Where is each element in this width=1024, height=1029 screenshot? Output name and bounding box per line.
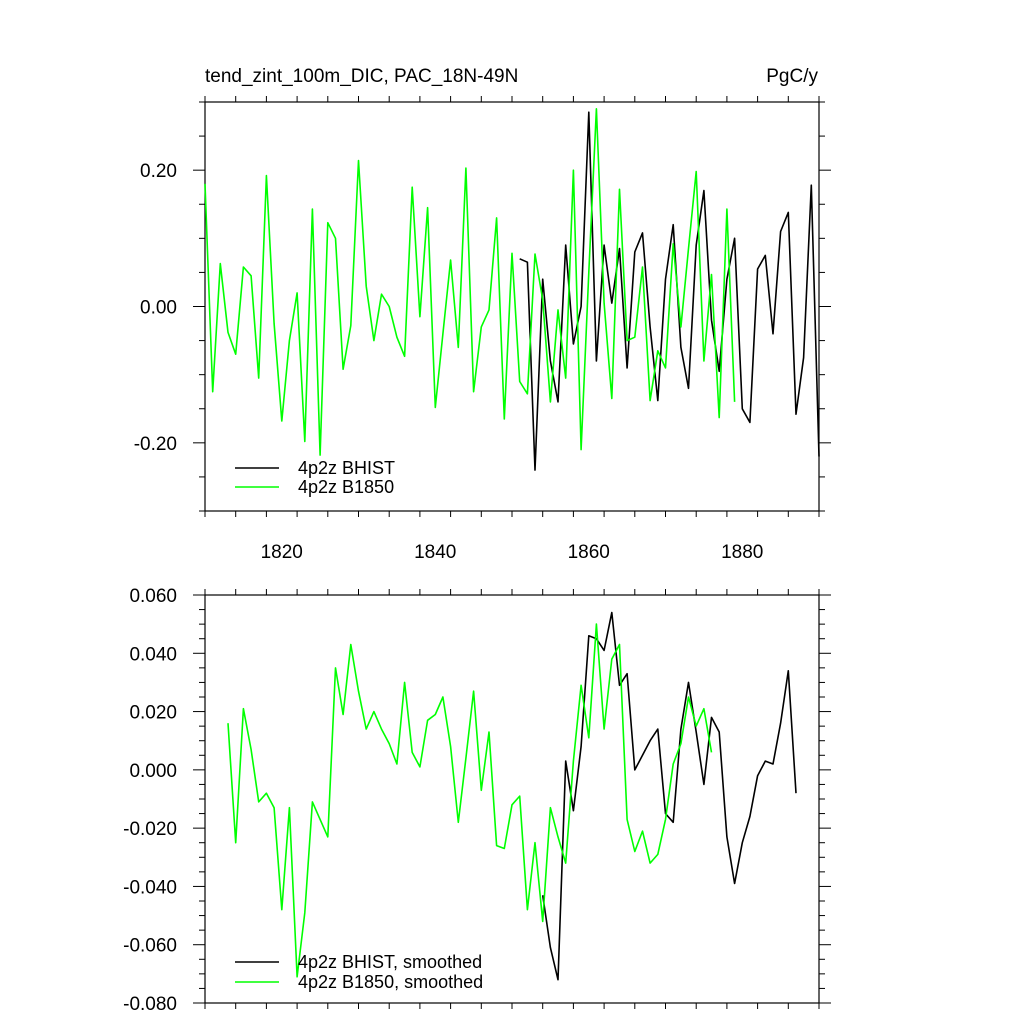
y-tick-label: -0.040 bbox=[123, 877, 177, 898]
series-line-0 bbox=[519, 111, 820, 471]
y-tick-label: 0.000 bbox=[129, 761, 177, 782]
x-tick-label: 1860 bbox=[568, 542, 610, 563]
bottom-panel: -0.080 -0.060 -0.040 -0.020 0.000 0.020 0.040 0… bbox=[123, 586, 831, 1015]
y-tick-label: 0.020 bbox=[129, 703, 177, 724]
top-panel: tend_zint_100m_DIC, PAC_18N-49N PgC/y -0… bbox=[134, 66, 831, 563]
y-tick-label: 0.060 bbox=[129, 586, 177, 607]
x-tick-label: 1880 bbox=[721, 542, 763, 563]
plot-frame bbox=[204, 594, 820, 1004]
x-tick-label: 1840 bbox=[414, 542, 456, 563]
series-line-0 bbox=[541, 611, 797, 981]
series-line-1 bbox=[227, 623, 713, 978]
y-tick-label: -0.060 bbox=[123, 936, 177, 957]
y-tick-label: 0.20 bbox=[140, 161, 177, 182]
series-line-1 bbox=[204, 108, 736, 456]
y-tick-label: -0.20 bbox=[134, 434, 177, 455]
y-tick-label: -0.080 bbox=[123, 994, 177, 1015]
legend-label: 4p2z B1850, smoothed bbox=[298, 972, 483, 992]
chart-title: tend_zint_100m_DIC, PAC_18N-49N bbox=[205, 66, 518, 87]
legend-label: 4p2z BHIST bbox=[298, 458, 395, 478]
legend-label: 4p2z B1850 bbox=[298, 477, 394, 497]
x-tick-label: 1820 bbox=[261, 542, 303, 563]
y-tick-label: 0.040 bbox=[129, 644, 177, 665]
y-tick-label: -0.020 bbox=[123, 819, 177, 840]
y-tick-label: 0.00 bbox=[140, 298, 177, 319]
units-label: PgC/y bbox=[766, 66, 818, 87]
legend-label: 4p2z BHIST, smoothed bbox=[298, 952, 482, 972]
